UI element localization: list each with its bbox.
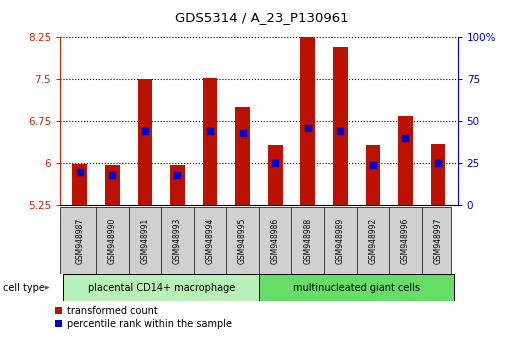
- Text: GSM948995: GSM948995: [238, 217, 247, 264]
- Point: [75, 169, 84, 175]
- Bar: [366, 145, 380, 205]
- Bar: [235, 107, 250, 205]
- Text: GSM948991: GSM948991: [140, 218, 150, 264]
- Text: multinucleated giant cells: multinucleated giant cells: [293, 282, 420, 293]
- Text: GSM948997: GSM948997: [434, 217, 442, 264]
- Bar: [300, 28, 315, 205]
- Bar: [138, 79, 152, 205]
- Text: cell type: cell type: [3, 282, 44, 293]
- Point: [108, 172, 117, 178]
- Point: [401, 135, 410, 141]
- Point: [369, 162, 377, 168]
- Text: GDS5314 / A_23_P130961: GDS5314 / A_23_P130961: [175, 11, 348, 24]
- Bar: [268, 145, 282, 205]
- Text: GSM948986: GSM948986: [271, 218, 280, 264]
- Point: [271, 160, 279, 166]
- Bar: [431, 144, 446, 205]
- Point: [336, 129, 345, 134]
- Point: [434, 160, 442, 166]
- Point: [238, 130, 247, 136]
- Bar: [105, 165, 120, 205]
- Point: [303, 125, 312, 131]
- Bar: [170, 165, 185, 205]
- Text: GSM948988: GSM948988: [303, 218, 312, 264]
- Bar: [203, 78, 218, 205]
- Text: placental CD14+ macrophage: placental CD14+ macrophage: [87, 282, 235, 293]
- Legend: transformed count, percentile rank within the sample: transformed count, percentile rank withi…: [54, 306, 232, 329]
- Bar: [398, 116, 413, 205]
- Bar: [259, 274, 454, 301]
- Point: [141, 129, 149, 134]
- Bar: [72, 164, 87, 205]
- Text: GSM948987: GSM948987: [75, 218, 84, 264]
- Text: GSM948989: GSM948989: [336, 218, 345, 264]
- Text: GSM948993: GSM948993: [173, 217, 182, 264]
- Text: GSM948996: GSM948996: [401, 217, 410, 264]
- Text: GSM948990: GSM948990: [108, 217, 117, 264]
- Text: GSM948994: GSM948994: [206, 217, 214, 264]
- Bar: [333, 47, 348, 205]
- Point: [206, 129, 214, 134]
- Bar: [63, 274, 259, 301]
- Point: [173, 172, 181, 178]
- Text: GSM948992: GSM948992: [368, 218, 378, 264]
